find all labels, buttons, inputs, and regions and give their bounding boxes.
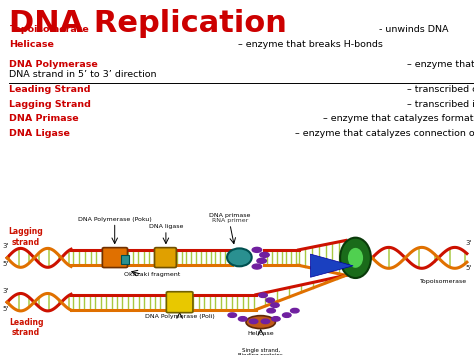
Polygon shape [310,254,353,277]
Circle shape [238,317,247,321]
Circle shape [228,313,237,317]
Text: - unwinds DNA: - unwinds DNA [376,24,448,34]
Text: Lagging
strand: Lagging strand [9,227,44,247]
Text: Lagging Strand: Lagging Strand [9,99,91,109]
Text: – transcribed continuously in 5’ to 3’ direction: – transcribed continuously in 5’ to 3’ d… [404,85,474,94]
Ellipse shape [348,248,363,268]
Circle shape [252,264,262,269]
Text: 3': 3' [465,240,472,246]
Text: Single strand,
Binding proteins: Single strand, Binding proteins [238,348,283,355]
Circle shape [260,252,269,257]
Text: DNA Polymerase (Poku): DNA Polymerase (Poku) [78,217,152,222]
Ellipse shape [246,316,275,329]
Text: Leading Strand: Leading Strand [9,85,91,94]
Circle shape [257,258,266,263]
Circle shape [261,319,270,324]
FancyBboxPatch shape [166,292,193,313]
FancyBboxPatch shape [155,248,176,268]
Text: Helicase: Helicase [9,40,55,49]
Text: DNA Polymerase (Poli): DNA Polymerase (Poli) [145,313,215,319]
Circle shape [259,293,267,297]
Circle shape [249,319,258,324]
Text: – enzyme that breaks H-bonds: – enzyme that breaks H-bonds [235,40,383,49]
Text: – transcribed in segments in 5’ to 3’ direction (: – transcribed in segments in 5’ to 3’ di… [404,99,474,109]
FancyBboxPatch shape [102,248,128,268]
Text: DNA primase: DNA primase [209,213,251,218]
Text: 3': 3' [2,288,9,294]
Text: Topoisomerase: Topoisomerase [9,24,89,34]
Text: 5': 5' [2,261,9,267]
Text: Okazaki fragment: Okazaki fragment [124,272,180,277]
Ellipse shape [340,237,371,278]
Ellipse shape [227,248,252,266]
Text: 5': 5' [465,264,472,271]
Text: Topoisomerase: Topoisomerase [420,279,467,284]
Circle shape [271,303,279,307]
Text: DNA Primase: DNA Primase [9,114,79,123]
Circle shape [266,298,274,302]
Circle shape [272,317,280,321]
Text: DNA Replication: DNA Replication [9,9,287,38]
Text: DNA Ligase: DNA Ligase [9,129,70,138]
Bar [121,255,129,264]
Text: DNA ligase: DNA ligase [149,224,183,229]
Circle shape [283,313,291,317]
Text: 3': 3' [2,244,9,249]
Text: – enzyme that catalyzes connection of nucleotides to form complementary: – enzyme that catalyzes connection of nu… [404,60,474,69]
Circle shape [291,308,299,313]
Text: Leading
strand: Leading strand [9,318,43,337]
Text: DNA strand in 5’ to 3’ direction: DNA strand in 5’ to 3’ direction [9,70,157,80]
Text: – enzyme that catalyzes formation of RNA starting segment (: – enzyme that catalyzes formation of RNA… [319,114,474,123]
Text: – enzyme that catalyzes connection of two Okazaki fragments: – enzyme that catalyzes connection of tw… [292,129,474,138]
Circle shape [267,308,275,313]
Text: Helicase: Helicase [247,331,274,336]
Text: 5': 5' [2,306,9,312]
Text: RNA primer: RNA primer [212,218,248,223]
Circle shape [252,247,262,252]
Text: DNA Polymerase: DNA Polymerase [9,60,98,69]
